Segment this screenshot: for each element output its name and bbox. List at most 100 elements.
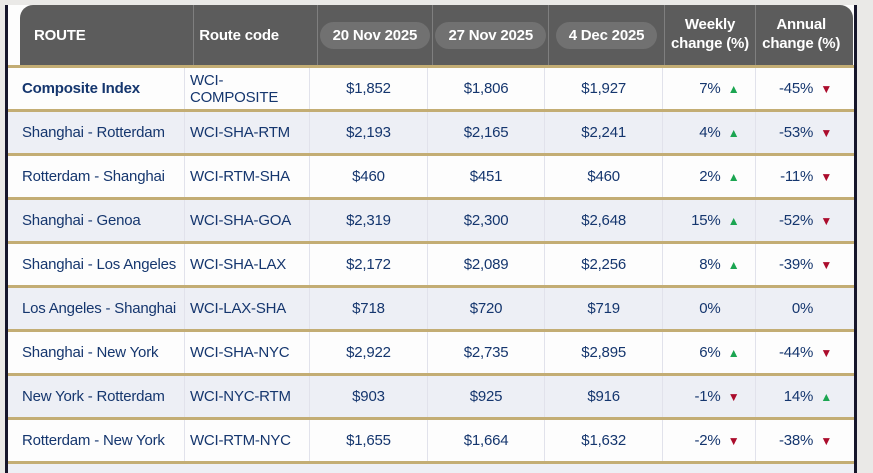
table-row: Shanghai - Los Angeles WCI-SHA-LAX $2,17… bbox=[8, 241, 854, 285]
price-20-nov: $2,193 bbox=[309, 112, 427, 153]
date-pill-20-nov: 20 Nov 2025 bbox=[319, 21, 431, 49]
weekly-change-arrow-icon: ▲ bbox=[727, 345, 740, 360]
annual-change-value: -38% bbox=[778, 432, 814, 449]
table-row: Los Angeles - Shanghai WCI-LAX-SHA $718 … bbox=[8, 285, 854, 329]
table-row: Shanghai - New York WCI-SHA-NYC $2,922 $… bbox=[8, 329, 854, 373]
annual-change-value: -39% bbox=[778, 256, 814, 273]
route-code: WCI-SHA-GOA bbox=[183, 200, 309, 241]
table-row: Rotterdam - New York WCI-RTM-NYC $1,655 … bbox=[8, 417, 854, 461]
table-row-partial bbox=[8, 461, 854, 473]
route-name: Shanghai - Los Angeles bbox=[22, 256, 177, 273]
wci-rates-table-card: ROUTE Route code 20 Nov 2025 27 Nov 2025… bbox=[5, 5, 857, 473]
weekly-change-value: 0% bbox=[699, 300, 721, 317]
price-27-nov: $2,300 bbox=[426, 200, 545, 241]
price-4-dec: $916 bbox=[544, 376, 662, 417]
price-27-nov: $720 bbox=[426, 288, 545, 329]
annual-change-cell: -53% ▼ bbox=[754, 112, 848, 153]
weekly-change-cell: 0% bbox=[661, 288, 755, 329]
price-4-dec: $2,256 bbox=[544, 244, 662, 285]
weekly-change-arrow-icon: ▲ bbox=[727, 125, 740, 140]
annual-change-value: -45% bbox=[778, 80, 814, 97]
price-4-dec: $2,241 bbox=[544, 112, 662, 153]
weekly-change-arrow-icon: ▲ bbox=[727, 169, 740, 184]
annual-change-arrow-icon: ▼ bbox=[820, 213, 833, 228]
date-pill-27-nov: 27 Nov 2025 bbox=[435, 21, 546, 49]
weekly-change-value: -1% bbox=[694, 388, 721, 405]
weekly-change-cell: 6% ▲ bbox=[661, 332, 755, 373]
annual-change-value: -53% bbox=[778, 124, 814, 141]
weekly-change-cell: 4% ▲ bbox=[661, 112, 755, 153]
route-name: Los Angeles - Shanghai bbox=[22, 300, 177, 317]
weekly-change-value: 4% bbox=[699, 124, 721, 141]
price-27-nov: $2,735 bbox=[426, 332, 545, 373]
route-code: WCI-SHA-NYC bbox=[183, 332, 309, 373]
col-header-route-code: Route code bbox=[193, 5, 316, 65]
annual-change-cell: -38% ▼ bbox=[754, 420, 848, 461]
price-20-nov: $718 bbox=[309, 288, 427, 329]
date-pill-4-dec: 4 Dec 2025 bbox=[555, 21, 658, 49]
weekly-change-cell: 7% ▲ bbox=[661, 68, 755, 109]
price-4-dec: $2,648 bbox=[544, 200, 662, 241]
annual-change-arrow-icon: ▲ bbox=[820, 389, 833, 404]
weekly-change-cell: -1% ▼ bbox=[661, 376, 755, 417]
price-20-nov: $1,655 bbox=[309, 420, 427, 461]
weekly-change-cell: 8% ▲ bbox=[661, 244, 755, 285]
annual-change-value: -11% bbox=[780, 168, 814, 185]
table-row: New York - Rotterdam WCI-NYC-RTM $903 $9… bbox=[8, 373, 854, 417]
weekly-change-arrow-icon: ▲ bbox=[727, 81, 740, 96]
weekly-change-cell: 15% ▲ bbox=[661, 200, 755, 241]
table-row: Rotterdam - Shanghai WCI-RTM-SHA $460 $4… bbox=[8, 153, 854, 197]
annual-change-arrow-icon: ▼ bbox=[820, 345, 833, 360]
annual-change-arrow-icon: ▼ bbox=[820, 433, 833, 448]
weekly-change-arrow-icon: ▲ bbox=[727, 257, 740, 272]
annual-change-value: -52% bbox=[778, 212, 814, 229]
price-27-nov: $451 bbox=[426, 156, 545, 197]
route-code: WCI-RTM-SHA bbox=[183, 156, 309, 197]
weekly-change-arrow-icon: ▼ bbox=[727, 389, 740, 404]
price-27-nov: $925 bbox=[426, 376, 545, 417]
price-4-dec: $719 bbox=[544, 288, 662, 329]
annual-change-cell: -52% ▼ bbox=[754, 200, 848, 241]
weekly-change-label-line2: change (%) bbox=[670, 35, 749, 52]
route-name: New York - Rotterdam bbox=[22, 388, 165, 405]
annual-change-arrow-icon: ▼ bbox=[820, 81, 833, 96]
weekly-change-arrow-icon: ▲ bbox=[727, 213, 740, 228]
annual-change-label-line2: change (%) bbox=[762, 35, 841, 52]
annual-change-arrow-icon: ▼ bbox=[820, 257, 833, 272]
col-header-date-20-nov: 20 Nov 2025 bbox=[316, 5, 433, 65]
price-20-nov: $903 bbox=[309, 376, 427, 417]
route-code: WCI-COMPOSITE bbox=[183, 68, 309, 109]
weekly-change-value: 8% bbox=[699, 256, 721, 273]
route-name: Shanghai - Rotterdam bbox=[22, 124, 165, 141]
annual-change-cell: 14% ▲ bbox=[754, 376, 848, 417]
annual-change-cell: -11% ▼ bbox=[754, 156, 848, 197]
annual-change-label-line1: Annual bbox=[776, 16, 826, 34]
weekly-change-value: -2% bbox=[694, 432, 721, 449]
route-name: Rotterdam - New York bbox=[22, 432, 165, 449]
route-code: WCI-RTM-NYC bbox=[183, 420, 309, 461]
annual-change-value: 14% bbox=[783, 388, 814, 405]
price-4-dec: $2,895 bbox=[544, 332, 662, 373]
route-name: Shanghai - Genoa bbox=[22, 212, 141, 229]
annual-change-value: -44% bbox=[778, 344, 814, 361]
route-name: Composite Index bbox=[22, 80, 140, 97]
annual-change-value: 0% bbox=[791, 300, 814, 317]
price-27-nov: $1,664 bbox=[426, 420, 545, 461]
price-27-nov: $2,165 bbox=[426, 112, 545, 153]
weekly-change-value: 6% bbox=[699, 344, 721, 361]
table-row: Shanghai - Genoa WCI-SHA-GOA $2,319 $2,3… bbox=[8, 197, 854, 241]
table-header-row: ROUTE Route code 20 Nov 2025 27 Nov 2025… bbox=[20, 5, 853, 65]
price-20-nov: $1,852 bbox=[309, 68, 427, 109]
price-4-dec: $460 bbox=[544, 156, 662, 197]
price-20-nov: $460 bbox=[309, 156, 427, 197]
weekly-change-value: 7% bbox=[699, 80, 721, 97]
weekly-change-label-line1: Weekly bbox=[684, 16, 736, 34]
annual-change-cell: -44% ▼ bbox=[754, 332, 848, 373]
table-row: Shanghai - Rotterdam WCI-SHA-RTM $2,193 … bbox=[8, 109, 854, 153]
weekly-change-value: 2% bbox=[699, 168, 721, 185]
col-header-date-4-dec: 4 Dec 2025 bbox=[548, 5, 664, 65]
annual-change-arrow-icon: ▼ bbox=[820, 125, 833, 140]
weekly-change-cell: 2% ▲ bbox=[661, 156, 755, 197]
route-code: WCI-LAX-SHA bbox=[183, 288, 309, 329]
annual-change-cell: 0% bbox=[754, 288, 848, 329]
